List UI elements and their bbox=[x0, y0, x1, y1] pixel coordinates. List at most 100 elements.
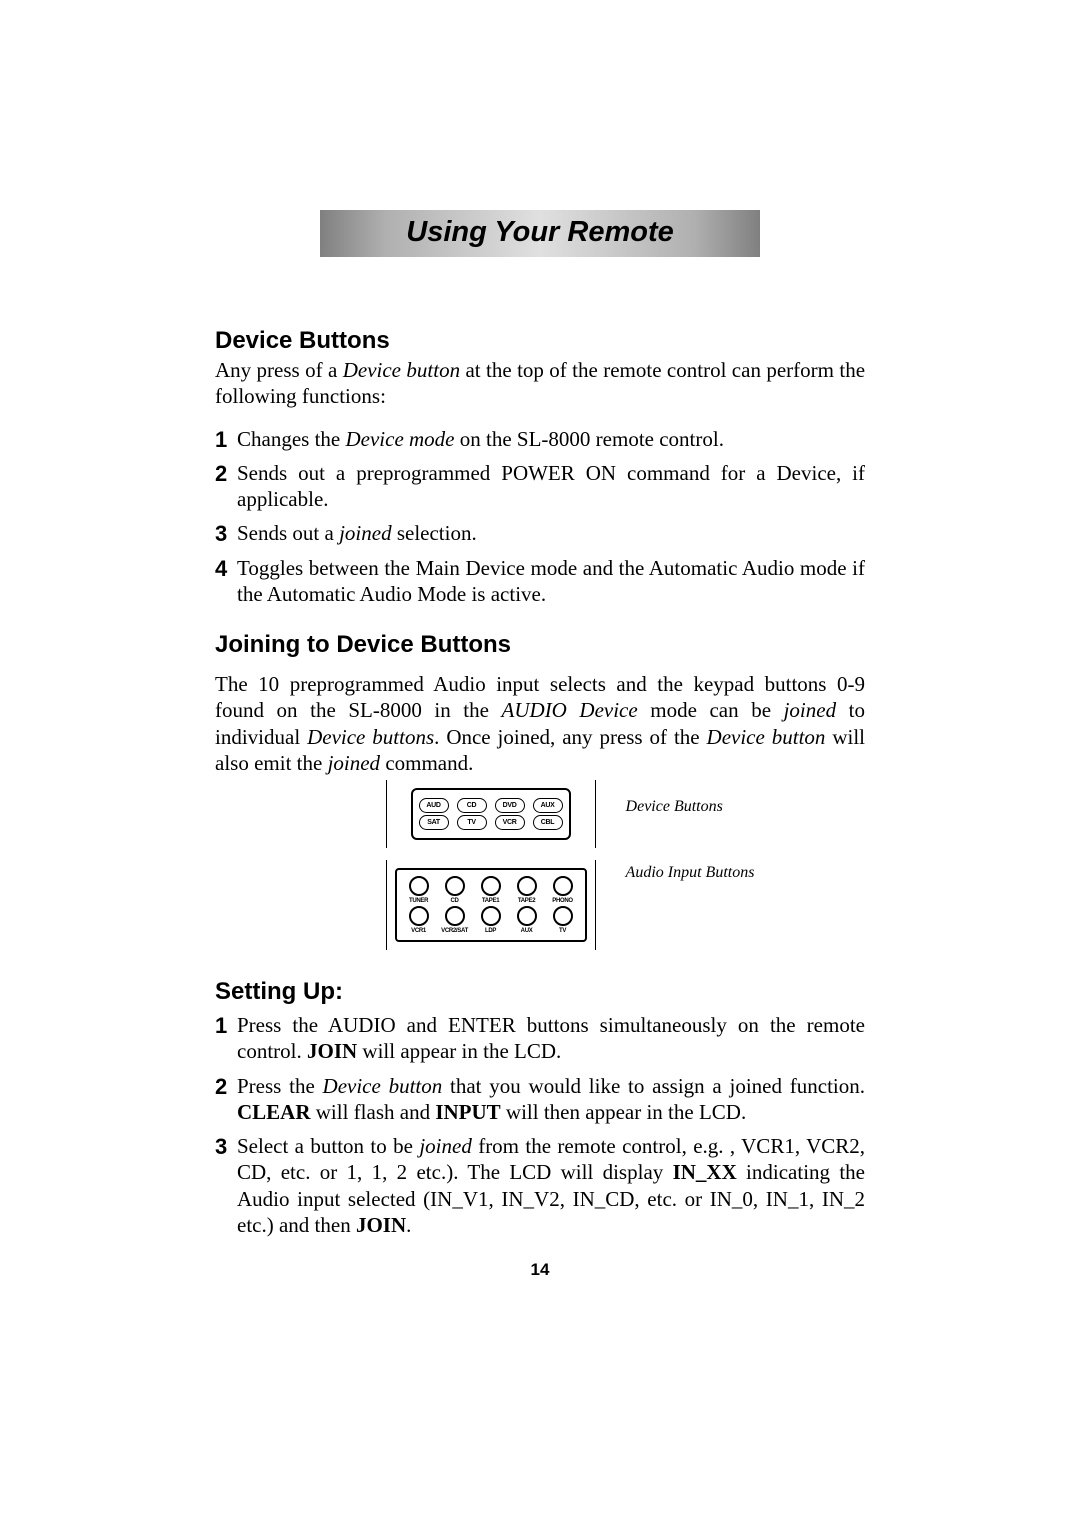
content: Press the Device button that you would l… bbox=[237, 1074, 865, 1124]
s3-item-3: 3 Select a button to be joined from the … bbox=[215, 1133, 865, 1238]
t: Sends out a bbox=[237, 521, 339, 545]
device-button-aud: AUD bbox=[419, 798, 449, 813]
section3-list: 1 Press the AUDIO and ENTER buttons simu… bbox=[215, 1012, 865, 1238]
device-row-1: AUD CD DVD AUX bbox=[419, 798, 563, 813]
text-fragment: Device button bbox=[323, 1074, 443, 1098]
device-panel-inner: AUD CD DVD AUX SAT TV VCR CBL bbox=[411, 788, 571, 840]
t: Device mode bbox=[345, 427, 454, 451]
audio-btn-tape2 bbox=[517, 876, 537, 896]
t: AUDIO Device bbox=[502, 698, 638, 722]
list-num: 1 bbox=[215, 1012, 227, 1040]
device-button-dvd: DVD bbox=[495, 798, 525, 813]
list-num: 4 bbox=[215, 555, 227, 583]
section1-list: 1 Changes the Device mode on the SL-8000… bbox=[215, 426, 865, 608]
audio-btn-phono bbox=[553, 876, 573, 896]
text-fragment: INPUT bbox=[435, 1100, 500, 1124]
audio-btn-aux bbox=[517, 906, 537, 926]
text-fragment: Select a button to be bbox=[237, 1134, 419, 1158]
audio-panel: TUNER CD TAPE1 TAPE2 PHONO VCR1 VCR2/SAT… bbox=[386, 860, 596, 950]
t: Sends out a preprogrammed POWER ON comma… bbox=[237, 461, 865, 511]
remote-diagram: AUD CD DVD AUX SAT TV VCR CBL bbox=[275, 780, 865, 950]
t: Toggles between the Main Device mode and… bbox=[237, 556, 865, 606]
text-fragment: IN_XX bbox=[673, 1160, 737, 1184]
audio-grid: TUNER CD TAPE1 TAPE2 PHONO VCR1 VCR2/SAT… bbox=[403, 876, 579, 934]
t: Device button bbox=[707, 725, 826, 749]
section2-para: The 10 preprogrammed Audio input selects… bbox=[215, 671, 865, 776]
t: selection. bbox=[392, 521, 477, 545]
lbl: PHONO bbox=[547, 898, 579, 904]
text-fragment: JOIN bbox=[356, 1213, 406, 1237]
lbl: CD bbox=[439, 898, 471, 904]
device-button-cbl: CBL bbox=[533, 815, 563, 830]
title-text: Using Your Remote bbox=[406, 216, 674, 248]
section3-heading: Setting Up: bbox=[215, 978, 865, 1006]
lbl: TV bbox=[547, 928, 579, 934]
s1-item-2: 2 Sends out a preprogrammed POWER ON com… bbox=[215, 460, 865, 513]
list-num: 2 bbox=[215, 460, 227, 488]
t: Changes the bbox=[237, 427, 345, 451]
s3-item-1: 1 Press the AUDIO and ENTER buttons simu… bbox=[215, 1012, 865, 1065]
t: joined bbox=[339, 521, 392, 545]
s1-intro-a: Any press of a bbox=[215, 358, 343, 382]
list-num: 2 bbox=[215, 1073, 227, 1101]
lbl: TAPE1 bbox=[475, 898, 507, 904]
s1-item-1: 1 Changes the Device mode on the SL-8000… bbox=[215, 426, 865, 452]
text-fragment: CLEAR bbox=[237, 1100, 311, 1124]
text-fragment: . bbox=[406, 1213, 411, 1237]
text-fragment: will then appear in the LCD. bbox=[501, 1100, 747, 1124]
lbl: VCR2/SAT bbox=[439, 928, 471, 934]
lbl: TAPE2 bbox=[511, 898, 543, 904]
list-num: 3 bbox=[215, 1133, 227, 1161]
audio-panel-inner: TUNER CD TAPE1 TAPE2 PHONO VCR1 VCR2/SAT… bbox=[395, 868, 587, 942]
t: joined bbox=[784, 698, 837, 722]
section1-heading: Device Buttons bbox=[215, 327, 865, 355]
section2-heading: Joining to Device Buttons bbox=[215, 631, 865, 659]
device-button-aux: AUX bbox=[533, 798, 563, 813]
t: . Once joined, any press of the bbox=[434, 725, 706, 749]
title-banner: Using Your Remote bbox=[320, 210, 760, 257]
lbl: LDP bbox=[475, 928, 507, 934]
page: Using Your Remote Device Buttons Any pre… bbox=[0, 0, 1080, 1280]
device-button-cd: CD bbox=[457, 798, 487, 813]
t: joined bbox=[328, 751, 381, 775]
content: Select a button to be joined from the re… bbox=[237, 1134, 865, 1237]
s3-item-2: 2 Press the Device button that you would… bbox=[215, 1073, 865, 1126]
audio-btn-vcr1 bbox=[409, 906, 429, 926]
text-fragment: that you would like to assign a joined f… bbox=[442, 1074, 865, 1098]
content: Press the AUDIO and ENTER buttons simult… bbox=[237, 1013, 865, 1063]
caption-column: Device Buttons Audio Input Buttons bbox=[626, 780, 755, 881]
diagram-stack: AUD CD DVD AUX SAT TV VCR CBL bbox=[386, 780, 596, 950]
t: Device buttons bbox=[307, 725, 434, 749]
text-fragment: Press the bbox=[237, 1074, 323, 1098]
lbl: VCR1 bbox=[403, 928, 435, 934]
audio-btn-tuner bbox=[409, 876, 429, 896]
audio-btn-ldp bbox=[481, 906, 501, 926]
page-number: 14 bbox=[215, 1260, 865, 1280]
audio-btn-tv bbox=[553, 906, 573, 926]
audio-btn-cd bbox=[445, 876, 465, 896]
lbl: TUNER bbox=[403, 898, 435, 904]
audio-btn-tape1 bbox=[481, 876, 501, 896]
audio-btn-vcr2sat bbox=[445, 906, 465, 926]
device-button-tv: TV bbox=[457, 815, 487, 830]
t: command. bbox=[380, 751, 473, 775]
s1-item-4: 4 Toggles between the Main Device mode a… bbox=[215, 555, 865, 608]
device-button-sat: SAT bbox=[419, 815, 449, 830]
section1-intro: Any press of a Device button at the top … bbox=[215, 357, 865, 410]
caption-audio: Audio Input Buttons bbox=[626, 864, 755, 882]
list-num: 3 bbox=[215, 520, 227, 548]
list-num: 1 bbox=[215, 426, 227, 454]
device-row-2: SAT TV VCR CBL bbox=[419, 815, 563, 830]
text-fragment: JOIN bbox=[307, 1039, 357, 1063]
device-panel: AUD CD DVD AUX SAT TV VCR CBL bbox=[386, 780, 596, 848]
t: on the SL-8000 remote control. bbox=[455, 427, 724, 451]
lbl: AUX bbox=[511, 928, 543, 934]
text-fragment: will appear in the LCD. bbox=[357, 1039, 561, 1063]
caption-device: Device Buttons bbox=[626, 798, 755, 816]
text-fragment: joined bbox=[419, 1134, 472, 1158]
s1-intro-b: Device button bbox=[343, 358, 460, 382]
text-fragment: will flash and bbox=[311, 1100, 436, 1124]
device-button-vcr: VCR bbox=[495, 815, 525, 830]
t: mode can be bbox=[638, 698, 784, 722]
s1-item-3: 3 Sends out a joined selection. bbox=[215, 520, 865, 546]
